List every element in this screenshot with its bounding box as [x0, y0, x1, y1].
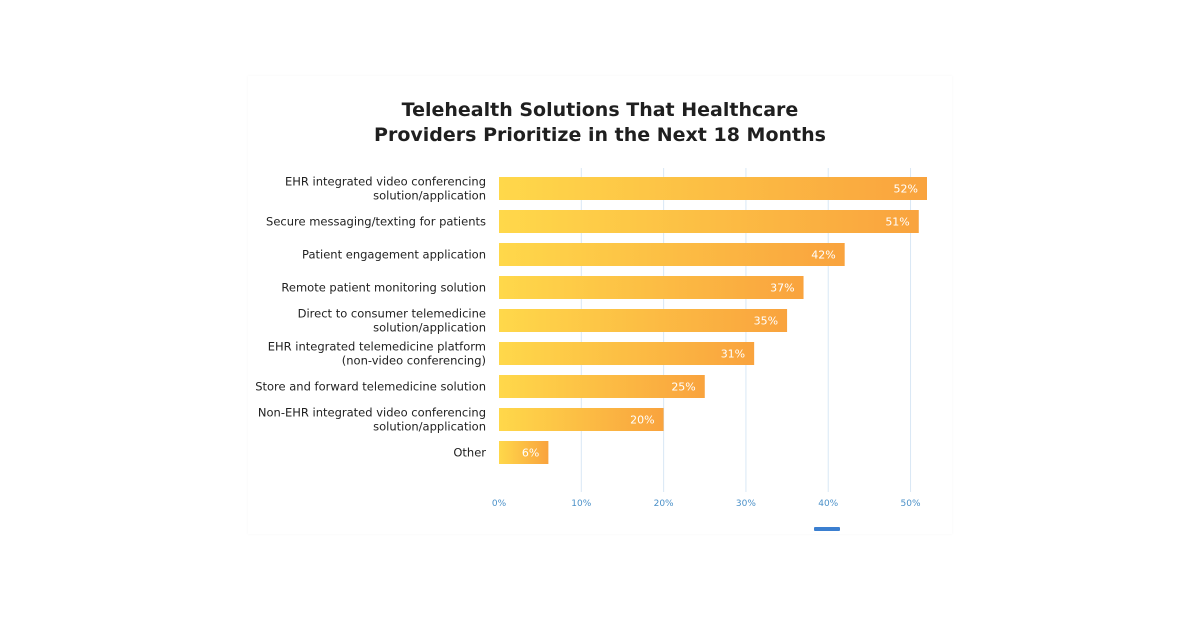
bar-5 — [499, 342, 755, 365]
category-label-4-line-1: solution/application — [373, 321, 486, 335]
category-label-4-line-0: Direct to consumer telemedicine — [298, 307, 486, 321]
x-tick-label-30: 30% — [736, 499, 756, 509]
x-axis-ticks: 0% 10% 20% 30% 40% 50% — [492, 499, 921, 509]
category-label-0-line-0: EHR integrated video conferencing — [285, 175, 486, 189]
chart-card — [248, 76, 952, 534]
brand-logo-icon — [814, 527, 840, 531]
bar-value-label-0: 52% — [894, 183, 918, 196]
bar-8 — [499, 441, 549, 464]
bar-value-label-5: 31% — [721, 348, 745, 361]
bar-value-label-3: 37% — [770, 282, 794, 295]
bar-1 — [499, 210, 919, 233]
x-tick-label-40: 40% — [818, 499, 838, 509]
category-label-2: Patient engagement application — [302, 248, 486, 262]
bar-value-label-7: 20% — [630, 414, 654, 427]
category-label-7-line-1: solution/application — [373, 420, 486, 434]
bar-7 — [499, 408, 664, 431]
bar-0 — [499, 177, 927, 200]
chart-title-line-2: Providers Prioritize in the Next 18 Mont… — [374, 124, 826, 146]
bars: 52% 51% 42% 37% 35% 31% 25% 20% 6% — [499, 177, 927, 464]
x-tick-label-20: 20% — [654, 499, 674, 509]
x-tick-label-10: 10% — [571, 499, 591, 509]
chart-title-line-1: Telehealth Solutions That Healthcare — [401, 99, 799, 121]
category-label-6: Store and forward telemedicine solution — [255, 380, 486, 394]
category-label-1: Secure messaging/texting for patients — [266, 215, 486, 229]
bar-value-label-1: 51% — [885, 216, 909, 229]
chart-title: Telehealth Solutions That Healthcare Pro… — [0, 98, 1200, 148]
bar-value-label-2: 42% — [811, 249, 835, 262]
category-label-5-line-0: EHR integrated telemedicine platform — [268, 340, 486, 354]
category-label-8: Other — [453, 446, 486, 460]
bar-value-label-6: 25% — [671, 381, 695, 394]
category-label-3: Remote patient monitoring solution — [281, 281, 486, 295]
category-labels: EHR integrated video conferencingsolutio… — [255, 175, 486, 460]
bar-6 — [499, 375, 705, 398]
category-label-5-line-1: (non-video conferencing) — [342, 354, 486, 368]
x-tick-label-0: 0% — [492, 499, 507, 509]
category-label-7-line-0: Non-EHR integrated video conferencing — [258, 406, 486, 420]
category-label-0-line-1: solution/application — [373, 189, 486, 203]
bar-value-label-4: 35% — [754, 315, 778, 328]
bar-3 — [499, 276, 804, 299]
bar-4 — [499, 309, 788, 332]
bar-value-label-8: 6% — [522, 447, 539, 460]
x-tick-label-50: 50% — [901, 499, 921, 509]
bar-2 — [499, 243, 845, 266]
